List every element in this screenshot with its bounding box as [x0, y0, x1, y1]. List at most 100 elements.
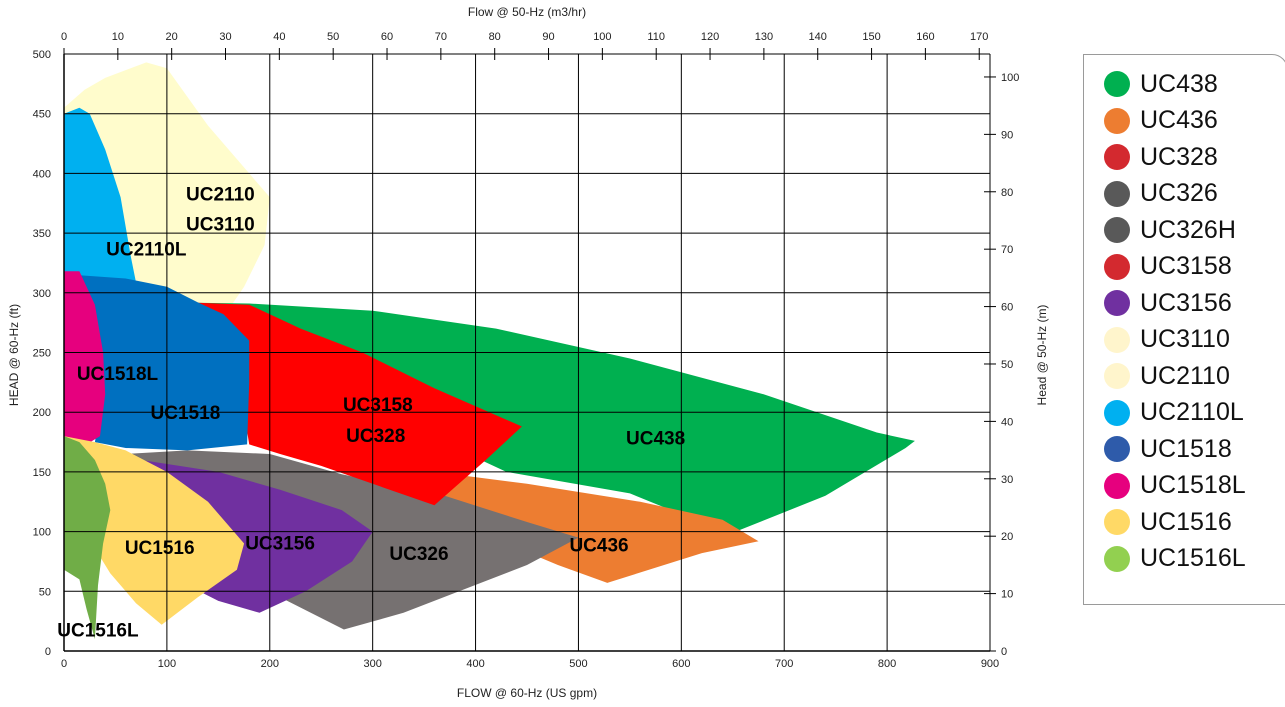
- legend-swatch: [1104, 545, 1130, 572]
- y-right-tick-label: 70: [1001, 244, 1013, 256]
- legend-label: UC3158: [1140, 252, 1232, 280]
- legend-item: UC3110: [1104, 323, 1230, 357]
- x-top-tick-label: 170: [970, 31, 988, 43]
- y-left-tick-label: 150: [33, 467, 51, 479]
- x-top-tick-label: 10: [112, 31, 124, 43]
- region-label-uc438: UC438: [626, 428, 685, 449]
- y-right-tick-label: 0: [1001, 646, 1007, 658]
- y-left-axis-title: HEAD @ 60-Hz (ft): [7, 304, 21, 406]
- y-left-tick-label: 300: [33, 288, 51, 300]
- x-bottom-tick-label: 600: [672, 658, 690, 670]
- legend-label: UC3110: [1140, 325, 1230, 353]
- legend-swatch: [1104, 436, 1130, 462]
- y-right-axis-title: Head @ 50-Hz (m): [1035, 305, 1049, 406]
- region-uc2110l: [64, 107, 139, 293]
- legend-item: UC1516L: [1104, 542, 1246, 576]
- x-top-tick-label: 70: [435, 31, 447, 43]
- x-bottom-tick-label: 700: [775, 658, 793, 670]
- y-right-tick-label: 80: [1001, 187, 1013, 199]
- x-bottom-tick-label: 100: [158, 658, 176, 670]
- legend-item: UC328: [1104, 140, 1218, 174]
- y-right-tick-label: 50: [1001, 359, 1013, 371]
- x-bottom-tick-label: 200: [261, 658, 279, 670]
- legend-label: UC436: [1140, 106, 1218, 134]
- y-right-tick-label: 90: [1001, 129, 1013, 141]
- legend-label: UC2110L: [1140, 398, 1244, 426]
- legend-swatch: [1104, 399, 1130, 426]
- region-label-uc1516l: UC1516L: [57, 621, 139, 642]
- x-top-tick-label: 130: [755, 31, 773, 43]
- legend-swatch: [1104, 107, 1130, 134]
- region-label-uc436: UC436: [569, 536, 628, 557]
- legend-label: UC3156: [1140, 288, 1232, 317]
- y-left-tick-label: 50: [39, 586, 51, 598]
- legend: UC438 UC436 UC328 UC326 UC326H UC3158 UC3156 UC…: [1083, 54, 1285, 605]
- legend-swatch: [1104, 144, 1130, 170]
- y-right-tick-label: 60: [1001, 302, 1013, 314]
- legend-label: UC438: [1140, 69, 1218, 98]
- x-top-tick-label: 140: [809, 31, 827, 43]
- region-label-uc2110: UC2110: [186, 185, 255, 206]
- legend-label: UC2110: [1140, 361, 1230, 390]
- region-label-uc2110l: UC2110L: [106, 240, 187, 261]
- pump-performance-chart: 0 100 200 300 400 500 600 700 800 900050100150200…: [7, 5, 1049, 700]
- x-bottom-tick-label: 0: [61, 658, 67, 670]
- region-label-uc1518l: UC1518L: [77, 364, 159, 385]
- region-uc1516l: [64, 436, 111, 640]
- legend-item: UC1518L: [1104, 469, 1246, 503]
- x-top-tick-label: 80: [489, 31, 501, 43]
- x-bottom-tick-label: 400: [466, 658, 484, 670]
- x-top-tick-label: 100: [593, 31, 611, 43]
- region-uc3158: [187, 302, 522, 506]
- y-left-tick-label: 500: [33, 49, 51, 61]
- legend-swatch: [1104, 71, 1130, 97]
- y-left-tick-label: 200: [33, 407, 51, 419]
- x-bottom-tick-label: 900: [981, 658, 999, 670]
- y-right-tick-label: 30: [1001, 474, 1013, 486]
- pump-regions: [64, 62, 915, 640]
- region-label-uc3158: UC3158: [343, 395, 413, 416]
- y-left-tick-label: 400: [33, 168, 51, 180]
- legend-swatch: [1104, 290, 1130, 316]
- legend-swatch: [1104, 217, 1130, 243]
- legend-item: UC3158: [1104, 250, 1232, 284]
- x-top-tick-label: 60: [381, 31, 393, 43]
- x-bottom-axis-title: FLOW @ 60-Hz (US gpm): [457, 686, 597, 700]
- y-left-tick-label: 350: [33, 228, 51, 240]
- legend-swatch: [1104, 253, 1130, 280]
- y-right-tick-label: 10: [1001, 589, 1013, 601]
- legend-swatch: [1104, 472, 1130, 499]
- legend-label: UC1518L: [1140, 471, 1246, 499]
- x-top-tick-label: 90: [542, 31, 554, 43]
- y-left-tick-label: 450: [33, 109, 51, 121]
- legend-label: UC1518: [1140, 434, 1232, 463]
- region-label-uc1518: UC1518: [151, 403, 221, 424]
- x-top-tick-label: 0: [61, 31, 67, 43]
- legend-item: UC1518: [1104, 432, 1232, 466]
- region-labels: UC2110 UC3110 UC2110L UC1518L UC1518 UC3158 UC…: [57, 185, 685, 642]
- legend-item: UC436: [1104, 104, 1218, 138]
- legend-item: UC3156: [1104, 286, 1232, 320]
- x-top-tick-label: 150: [862, 31, 880, 43]
- region-label-uc3110: UC3110: [186, 215, 255, 236]
- x-top-tick-label: 160: [916, 31, 934, 43]
- y-right-tick-label: 100: [1001, 72, 1019, 84]
- x-top-tick-label: 50: [327, 31, 339, 43]
- region-label-uc1516: UC1516: [125, 538, 195, 559]
- legend-item: UC2110L: [1104, 396, 1244, 430]
- region-uc1518l: [64, 271, 106, 446]
- y-right-tick-label: 40: [1001, 416, 1013, 428]
- legend-item: UC438: [1104, 67, 1218, 101]
- legend-item: UC326H: [1104, 213, 1236, 247]
- region-label-uc3156: UC3156: [245, 533, 315, 554]
- x-bottom-tick-label: 800: [878, 658, 896, 670]
- region-label-uc328: UC328: [346, 426, 405, 447]
- x-top-axis-title: Flow @ 50-Hz (m3/hr): [468, 5, 586, 19]
- legend-label: UC328: [1140, 142, 1218, 171]
- y-left-tick-label: 250: [33, 348, 51, 360]
- x-bottom-tick-label: 500: [569, 658, 587, 670]
- region-uc436: [429, 471, 759, 583]
- y-left-tick-label: 0: [45, 646, 51, 658]
- legend-swatch: [1104, 363, 1130, 389]
- x-top-tick-label: 20: [166, 31, 178, 43]
